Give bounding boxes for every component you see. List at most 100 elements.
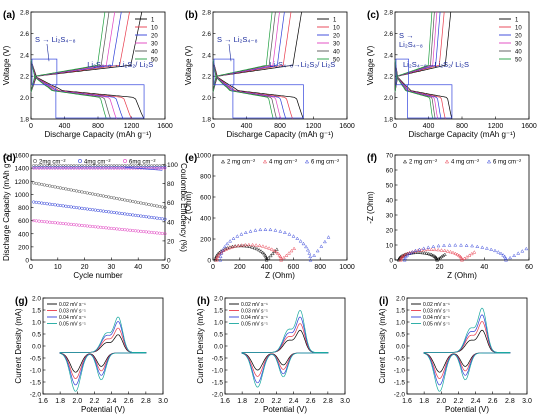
y-right-tick-label: 100 — [167, 162, 178, 169]
discharge-curve-1 — [212, 60, 304, 120]
capacity-point — [45, 183, 49, 187]
x-tick-label: 0 — [211, 123, 215, 130]
efficiency-point — [147, 166, 151, 169]
efficiency-point — [59, 167, 62, 170]
efficiency-point — [45, 166, 49, 169]
impedance-point — [291, 234, 296, 238]
y-tick-label: 2.6 — [202, 31, 211, 38]
plot-frame — [394, 154, 530, 261]
y-tick-label: 1.5 — [396, 308, 405, 315]
efficiency-point — [152, 166, 156, 169]
efficiency-point — [160, 166, 164, 169]
y-tick-label: 20 — [386, 228, 394, 235]
impedance-point — [429, 247, 434, 251]
efficiency-point — [107, 166, 111, 169]
impedance-tail-point — [512, 253, 516, 257]
capacity-point — [104, 194, 108, 199]
legend-label: 0.04 mV s⁻¹ — [423, 315, 450, 321]
capacity-point — [125, 228, 130, 232]
y-tick-label: 2.6 — [384, 31, 393, 38]
panel-label: (a) — [3, 10, 15, 21]
impedance-point — [239, 243, 244, 247]
capacity-point — [56, 221, 60, 225]
x-tick-label: 1.8 — [237, 398, 247, 405]
efficiency-point — [85, 164, 89, 167]
capacity-point — [158, 231, 162, 235]
y-tick-label: 2.8 — [202, 10, 211, 17]
capacity-point — [85, 224, 89, 228]
capacity-point — [99, 225, 103, 229]
capacity-point — [158, 204, 162, 209]
impedance-point — [218, 258, 223, 262]
efficiency-point — [53, 167, 57, 170]
efficiency-point — [59, 166, 62, 169]
y-tick-label: 2.8 — [384, 10, 393, 17]
efficiency-point — [35, 167, 38, 170]
y-axis-label: Current Density (mA) — [378, 308, 387, 383]
legend-label: 4 mg cm⁻² — [451, 160, 479, 166]
legend-label: 50 — [515, 58, 522, 64]
capacity-point — [104, 209, 108, 214]
x-tick-label: 2.8 — [323, 398, 333, 405]
efficiency-point — [131, 164, 135, 167]
legend-label: 50 — [333, 58, 340, 64]
efficiency-point — [64, 167, 68, 170]
legend-label: 10 — [333, 26, 340, 32]
impedance-point — [448, 249, 453, 254]
capacity-point — [144, 202, 148, 206]
impedance-point — [489, 247, 494, 251]
impedance-tail-point — [323, 239, 327, 244]
impedance-tail-point — [287, 251, 291, 255]
y-tick-label: 1200 — [15, 179, 30, 186]
capacity-point — [53, 185, 57, 189]
efficiency-point — [40, 166, 44, 169]
impedance-point — [499, 251, 503, 255]
efficiency-point — [150, 164, 153, 167]
y-axis-label: Voltage (V) — [366, 45, 375, 85]
impedance-point — [436, 243, 441, 248]
impedance-point — [455, 252, 460, 256]
impedance-point — [255, 246, 259, 251]
capacity-point — [117, 211, 121, 215]
legend: 1 10 20 30 40 50 — [317, 18, 340, 64]
capacity-point — [75, 189, 79, 193]
legend-label: 1 — [515, 18, 519, 24]
annotation-upper-2: Li₂S₄₋₈ — [399, 40, 423, 49]
capacity-point — [115, 211, 119, 215]
legend: 0.02 mV s⁻¹0.03 mV s⁻¹0.04 mV s⁻¹0.05 mV… — [229, 302, 268, 328]
capacity-point — [69, 222, 73, 226]
efficiency-point — [56, 166, 60, 169]
capacity-point — [96, 208, 100, 212]
impedance-point — [247, 244, 252, 248]
x-tick-label: 2.0 — [436, 398, 446, 405]
impedance-point — [235, 234, 240, 238]
efficiency-point — [120, 166, 124, 169]
impedance-point — [258, 227, 263, 232]
impedance-point — [272, 248, 277, 252]
capacity-point — [96, 225, 100, 229]
capacity-point — [125, 198, 130, 203]
impedance-point — [445, 249, 450, 253]
capacity-point — [117, 227, 121, 231]
capacity-point — [163, 217, 167, 221]
x-tick-label: 50 — [161, 264, 169, 271]
capacity-point — [85, 207, 89, 211]
y-tick-label: 400 — [200, 216, 211, 223]
impedance-tail-point — [289, 248, 294, 253]
capacity-point — [112, 210, 116, 215]
x-tick-label: 3.0 — [340, 398, 350, 405]
x-tick-label: 40 — [480, 264, 488, 271]
x-tick-label: 2.2 — [272, 398, 282, 405]
impedance-point — [407, 251, 412, 255]
panel-label: (i) — [379, 296, 388, 307]
discharge-curve-50 — [30, 60, 107, 120]
impedance-point — [253, 228, 258, 232]
annotation-upper: S → Li₂S₄₋₈ — [35, 35, 76, 44]
impedance-point — [420, 250, 425, 255]
efficiency-point — [158, 167, 161, 170]
impedance-tail-point — [524, 246, 529, 251]
efficiency-point — [32, 167, 36, 170]
capacity-point — [131, 199, 135, 204]
capacity-point — [136, 229, 140, 233]
x-tick-label: 400 — [241, 123, 253, 130]
